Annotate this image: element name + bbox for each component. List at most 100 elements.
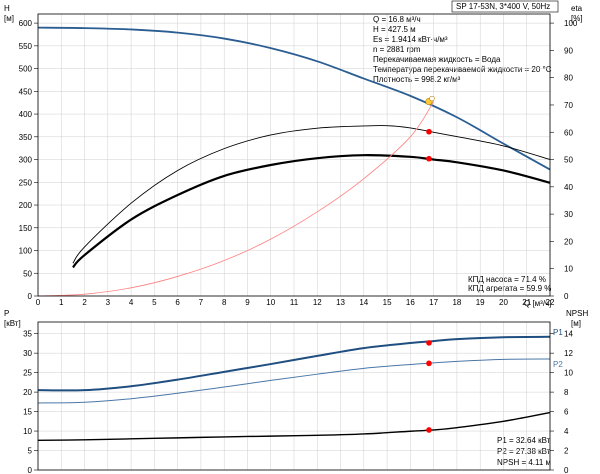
duty-info-line: Плотность = 998.2 кг/м³ bbox=[373, 75, 461, 84]
x-tick-label: 22 bbox=[546, 298, 555, 307]
x-tick-label: 6 bbox=[175, 298, 180, 307]
top-right-tick-label: 60 bbox=[564, 128, 573, 137]
top-right-tick-label: 50 bbox=[564, 156, 573, 165]
bottom-right-tick-label: 14 bbox=[564, 330, 573, 339]
top-left-tick-label: 400 bbox=[19, 110, 33, 119]
top-right-tick-label: 40 bbox=[564, 183, 573, 192]
series-p2 bbox=[37, 358, 551, 404]
top-left-tick-label: 450 bbox=[19, 87, 33, 96]
top-left-tick-label: 100 bbox=[19, 247, 33, 256]
bottom-right-axis-label: NPSH bbox=[566, 309, 588, 318]
x-tick-label: 12 bbox=[313, 298, 322, 307]
power-info-line: NPSH = 4.11 м bbox=[497, 458, 551, 467]
bottom-left-tick-label: 0 bbox=[28, 466, 33, 474]
x-tick-label: 19 bbox=[476, 298, 485, 307]
duty-info-line: n = 2881 rpm bbox=[373, 45, 421, 54]
x-tick-label: 3 bbox=[106, 298, 111, 307]
x-tick-label: 8 bbox=[222, 298, 227, 307]
marker-eta-unit bbox=[426, 155, 432, 162]
bottom-right-tick-label: 10 bbox=[564, 369, 573, 378]
top-left-tick-label: 550 bbox=[19, 42, 33, 51]
x-tick-label: 9 bbox=[245, 298, 250, 307]
bottom-panel-frame bbox=[37, 321, 551, 471]
x-tick-label: 5 bbox=[152, 298, 157, 307]
duty-info-line: H = 427.5 м bbox=[373, 25, 416, 34]
chart-title: SP 17-53N, 3*400 V, 50Hz bbox=[456, 2, 550, 11]
bottom-right-tick-label: 4 bbox=[564, 427, 569, 436]
x-tick-label: 4 bbox=[129, 298, 134, 307]
bottom-panel-grid: 0 5 10 15 20 25 30 35 0 2 4 6 8 10 12 14 bbox=[23, 322, 573, 474]
bottom-right-tick-label: 0 bbox=[564, 466, 569, 474]
duty-info-line: Перекачиваемая жидкость = Вода bbox=[373, 55, 501, 64]
top-panel-frame bbox=[37, 13, 551, 297]
bottom-left-tick-label: 20 bbox=[23, 388, 32, 397]
power-info-block: P1 = 32.64 кВт P2 = 27.38 кВт NPSH = 4.11 … bbox=[497, 436, 551, 467]
series-H bbox=[37, 26, 551, 171]
bottom-right-tick-label: 6 bbox=[564, 408, 569, 417]
top-left-tick-label: 150 bbox=[19, 224, 33, 233]
top-panel-grid: 0 1 2 3 4 5 6 7 8 9 10 11 12 13 14 15 16 17 18 19 20 21 220501… bbox=[19, 14, 578, 307]
top-left-axis-label: H bbox=[4, 4, 10, 13]
bottom-left-axis-unit: [кВт] bbox=[4, 319, 21, 328]
top-right-tick-label: 100 bbox=[564, 19, 578, 28]
bottom-panel-curves: P1 P2 bbox=[37, 328, 563, 441]
marker-npsh bbox=[426, 427, 432, 433]
efficiency-info-line: КПД агрегата = 59.9 % bbox=[468, 284, 551, 293]
x-tick-label: 20 bbox=[499, 298, 508, 307]
duty-info-line: Температура перекачиваемой жидкости = 20… bbox=[373, 65, 552, 74]
top-right-tick-label: 70 bbox=[564, 101, 573, 110]
top-left-tick-label: 0 bbox=[28, 292, 33, 301]
top-left-tick-label: 200 bbox=[19, 201, 33, 210]
x-tick-label: 0 bbox=[36, 298, 41, 307]
x-tick-label: 13 bbox=[336, 298, 345, 307]
x-tick-label: 16 bbox=[406, 298, 415, 307]
series-system-curve bbox=[37, 101, 434, 297]
top-left-tick-label: 50 bbox=[23, 269, 32, 278]
bottom-right-tick-label: 2 bbox=[564, 447, 569, 456]
marker-p1 bbox=[426, 340, 432, 346]
bottom-left-tick-label: 5 bbox=[28, 447, 33, 456]
x-tick-label: 7 bbox=[199, 298, 204, 307]
x-tick-label: 18 bbox=[452, 298, 461, 307]
x-tick-label: 10 bbox=[266, 298, 275, 307]
x-tick-label: 15 bbox=[383, 298, 392, 307]
efficiency-info-line: КПД насоса = 71.4 % bbox=[468, 275, 546, 284]
x-tick-label: 21 bbox=[522, 298, 531, 307]
top-left-tick-label: 300 bbox=[19, 156, 33, 165]
duty-point-halo bbox=[429, 95, 435, 102]
top-left-tick-label: 600 bbox=[19, 19, 33, 28]
bottom-right-axis-unit: [м] bbox=[571, 319, 581, 328]
power-info-line: P1 = 32.64 кВт bbox=[497, 436, 551, 445]
series-eta-pump bbox=[72, 125, 551, 264]
series-p1 bbox=[37, 335, 551, 392]
top-left-tick-label: 350 bbox=[19, 133, 33, 142]
top-right-tick-label: 0 bbox=[564, 292, 569, 301]
bottom-right-tick-label: 12 bbox=[564, 349, 573, 358]
bottom-left-tick-label: 15 bbox=[23, 408, 32, 417]
top-right-tick-label: 90 bbox=[564, 46, 573, 55]
bottom-left-tick-label: 35 bbox=[23, 330, 32, 339]
top-right-axis-label: eta bbox=[571, 4, 583, 13]
efficiency-info-block: КПД насоса = 71.4 %КПД агрегата = 59.9 % bbox=[468, 275, 551, 293]
series-eta-unit bbox=[72, 154, 551, 269]
title-box bbox=[451, 0, 559, 13]
top-left-axis-unit: [м] bbox=[4, 14, 14, 23]
marker-eta-pump bbox=[426, 128, 432, 135]
x-axis-label: Q [м³/ч] bbox=[524, 299, 551, 308]
series-npsh bbox=[37, 411, 551, 441]
bottom-left-tick-label: 25 bbox=[23, 369, 32, 378]
x-tick-label: 2 bbox=[82, 298, 87, 307]
x-tick-label: 14 bbox=[359, 298, 368, 307]
marker-p2 bbox=[426, 360, 432, 367]
bottom-left-axis-label: P bbox=[4, 309, 9, 318]
bottom-right-tick-label: 8 bbox=[564, 388, 569, 397]
duty-info-block: Q = 16.8 м³/чH = 427.5 мEs = 1.9414 кВт·… bbox=[373, 15, 552, 84]
top-right-axis-unit: [%] bbox=[571, 14, 583, 23]
top-panel-curves bbox=[37, 26, 551, 297]
series-label-p2: P2 bbox=[553, 360, 563, 369]
panel-frames bbox=[37, 13, 551, 471]
x-tick-label: 11 bbox=[290, 298, 299, 307]
bottom-left-tick-label: 10 bbox=[23, 427, 32, 436]
top-right-tick-label: 80 bbox=[564, 74, 573, 83]
